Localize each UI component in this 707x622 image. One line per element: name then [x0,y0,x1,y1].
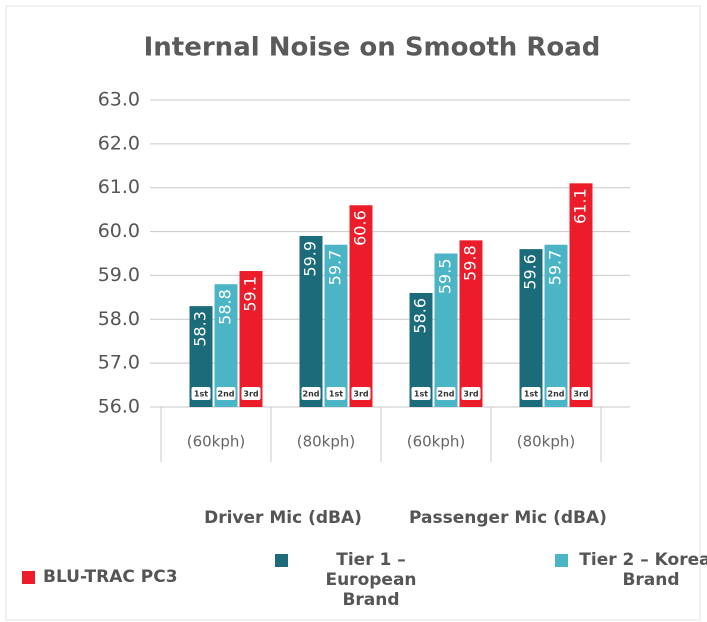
x-tick-label: (60kph) [407,433,466,451]
value-label: 59.6 [521,254,540,290]
rank-badge [191,387,211,400]
rank-label: 3rd [463,390,479,399]
legend-label: BLU-TRAC PC3 [43,567,178,587]
value-label: 58.8 [216,289,235,325]
y-tick-label: 56.0 [98,396,140,418]
bar [189,306,213,407]
y-tick-label: 57.0 [98,352,140,374]
rank-badge [241,387,261,400]
rank-badge [411,387,431,400]
rank-badge [216,387,236,400]
rank-badge [571,387,591,400]
bar [239,271,263,407]
value-label: 58.6 [411,298,430,334]
group-label: Passenger Mic (dBA) [409,508,607,528]
rank-label: 2nd [303,390,320,399]
rank-label: 2nd [438,390,455,399]
y-tick-label: 63.0 [98,89,140,111]
value-label: 59.9 [301,241,320,277]
value-label: 59.5 [436,259,455,295]
x-tick-label: (80kph) [517,433,576,451]
legend-item: BLU-TRAC PC3 [22,567,178,587]
bar [569,183,593,407]
value-label: 59.1 [241,276,260,312]
legend-swatch [275,554,288,567]
rank-badge [301,387,321,400]
y-tick-label: 60.0 [98,220,140,242]
bar [459,240,483,407]
rank-label: 3rd [243,390,259,399]
y-tick-label: 58.0 [98,308,140,330]
bar [519,249,543,407]
group-label: Driver Mic (dBA) [204,508,362,528]
value-label: 59.7 [546,250,565,286]
bar [409,292,433,407]
value-label: 58.3 [191,311,210,347]
bar [544,244,568,407]
rank-label: 3rd [353,390,369,399]
value-label: 60.6 [351,210,370,246]
chart-title: Internal Noise on Smooth Road [144,33,601,63]
rank-label: 1st [414,390,428,399]
legend-item: Tier 1 – European Brand [275,550,446,610]
bar [349,205,373,407]
rank-badge [521,387,541,400]
y-tick-label: 61.0 [98,176,140,198]
value-label: 59.8 [461,245,480,281]
legend: BLU-TRAC PC3 Tier 1 – European Brand Tier … [0,550,707,610]
value-label: 61.1 [571,188,590,224]
legend-swatch [22,571,35,584]
x-tick-label: (80kph) [297,433,356,451]
legend-label: Tier 1 – European Brand [325,550,417,610]
rank-label: 1st [329,390,343,399]
bar [214,284,238,407]
value-label: 59.7 [326,250,345,286]
rank-badge [326,387,346,400]
bar [434,253,458,407]
rank-label: 3rd [573,390,589,399]
rank-label: 1st [524,390,538,399]
y-tick-label: 62.0 [98,132,140,154]
legend-label: Tier 2 – Korean Brand [579,550,707,590]
x-tick-label: (60kph) [187,433,246,451]
rank-badge [461,387,481,400]
rank-badge [546,387,566,400]
frame [5,5,701,621]
rank-label: 2nd [218,390,235,399]
rank-label: 2nd [548,390,565,399]
legend-swatch [555,554,568,567]
legend-item: Tier 2 – Korean Brand [555,550,707,590]
rank-badge [436,387,456,400]
bar [324,244,348,407]
y-tick-label: 59.0 [98,264,140,286]
bar [299,235,323,407]
rank-label: 1st [194,390,208,399]
rank-badge [351,387,371,400]
